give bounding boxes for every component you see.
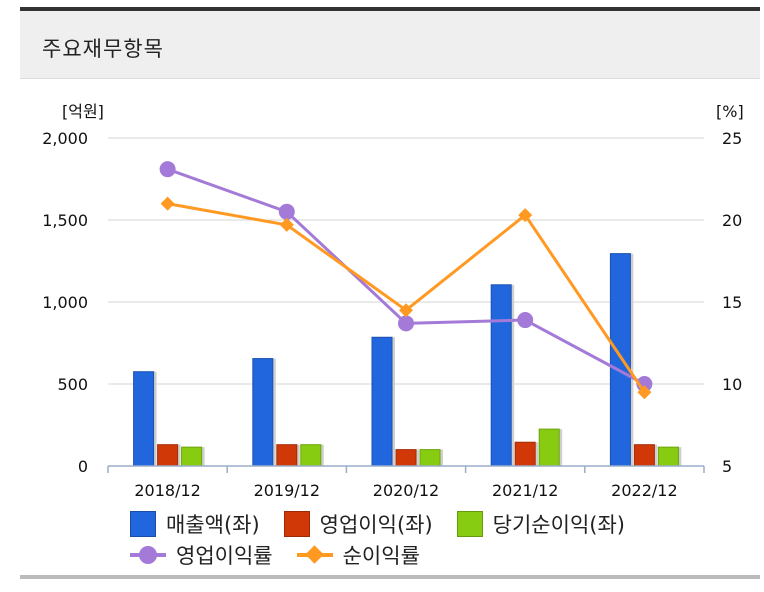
- line-point: [398, 315, 414, 332]
- top-rule: [20, 7, 760, 11]
- x-axis-tick-label: 2022/12: [611, 481, 677, 500]
- bar: [657, 446, 679, 467]
- right-axis-tick-label: 15: [722, 293, 742, 312]
- left-axis-tick-label: 1,500: [42, 211, 88, 230]
- bar: [157, 444, 179, 467]
- bar: [609, 253, 631, 467]
- right-axis-tick-label: 20: [722, 211, 742, 230]
- left-axis-tick-label: 0: [78, 457, 88, 476]
- right-axis-tick-label: 5: [722, 457, 732, 476]
- bar: [181, 446, 203, 467]
- line-point: [279, 217, 294, 232]
- section-title: 주요재무항목: [42, 37, 164, 61]
- line-point: [399, 303, 413, 318]
- line-point: [518, 208, 533, 223]
- section-header: 주요재무항목: [20, 11, 760, 79]
- right-axis-unit: [%]: [716, 102, 744, 121]
- legend-item-net-margin[interactable]: 순이익률: [296, 540, 420, 570]
- bar: [252, 358, 274, 467]
- line-point: [159, 161, 176, 178]
- bar: [371, 336, 393, 467]
- legend-item-operating-profit[interactable]: 영업이익(좌): [283, 509, 433, 539]
- legend-label-net-income: 당기순이익(좌): [492, 512, 625, 537]
- legend-label-revenue: 매출액(좌): [166, 512, 260, 537]
- x-axis-tick-label: 2019/12: [254, 481, 320, 500]
- bottom-rule: [20, 575, 760, 579]
- x-axis-tick-label: 2018/12: [134, 481, 200, 500]
- revenue-swatch: [130, 510, 156, 537]
- bar: [419, 449, 441, 467]
- line-point: [160, 196, 175, 211]
- legend-label-operating-profit: 영업이익(좌): [319, 512, 433, 537]
- right-axis-tick-label: 10: [722, 375, 742, 394]
- circle-marker-icon: [130, 542, 166, 568]
- bar: [514, 441, 536, 467]
- bar: [633, 444, 655, 467]
- x-axis-tick-label: 2020/12: [373, 481, 439, 500]
- legend-item-net-income[interactable]: 당기순이익(좌): [456, 509, 625, 539]
- legend-label-net-margin: 순이익률: [342, 543, 420, 568]
- line-point: [517, 312, 534, 329]
- right-axis-tick-label: 25: [722, 129, 742, 148]
- line-point: [278, 203, 295, 220]
- bar: [133, 371, 155, 467]
- bar: [276, 444, 298, 467]
- left-axis-unit: [억원]: [62, 102, 104, 121]
- legend-item-revenue[interactable]: 매출액(좌): [130, 509, 260, 539]
- bar: [395, 449, 417, 467]
- left-axis-tick-label: 2,000: [42, 129, 88, 148]
- series-line: [167, 202, 646, 394]
- bar: [490, 284, 512, 467]
- bar: [300, 444, 322, 467]
- series-line: [167, 167, 646, 386]
- legend-label-operating-margin: 영업이익률: [176, 543, 273, 568]
- x-axis-tick-label: 2021/12: [492, 481, 558, 500]
- left-axis-tick-label: 1,000: [42, 293, 88, 312]
- legend-item-operating-margin[interactable]: 영업이익률: [130, 540, 273, 570]
- operating-profit-swatch: [283, 510, 310, 537]
- line-point: [637, 385, 652, 400]
- net-income-swatch: [456, 510, 483, 537]
- chart-legend: 매출액(좌) 영업이익(좌) 당기순이익(좌) 영업이익률 순이익률: [130, 508, 750, 570]
- bar: [538, 428, 560, 467]
- diamond-marker-icon: [296, 542, 333, 568]
- left-axis-tick-label: 500: [57, 375, 88, 394]
